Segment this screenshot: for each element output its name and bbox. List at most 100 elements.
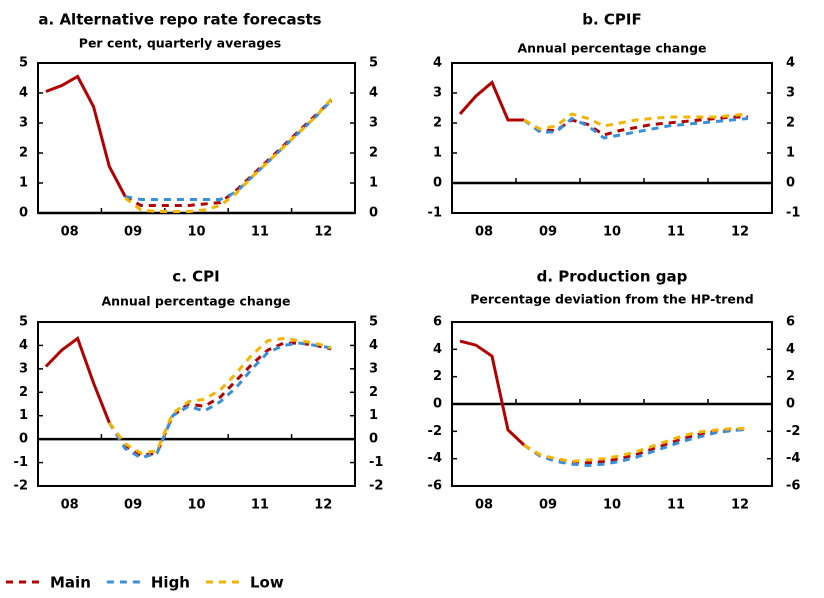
- y-tick-label: 2: [19, 385, 28, 400]
- series-line: [523, 116, 749, 140]
- y-tick-label: 6: [433, 315, 442, 330]
- y2-tick-label: 2: [369, 385, 378, 400]
- y2-tick-label: 2: [369, 146, 378, 161]
- series-line: [523, 427, 749, 468]
- y-tick-label: 3: [433, 86, 442, 101]
- y2-tick-label: 2: [786, 116, 795, 131]
- y2-tick-label: 3: [786, 86, 795, 101]
- x-tick-label: 09: [539, 498, 557, 513]
- x-tick-label: 09: [539, 225, 557, 240]
- x-tick-label: 09: [124, 225, 142, 240]
- y2-tick-label: 4: [369, 86, 378, 101]
- y-tick-label: -4: [428, 451, 442, 466]
- y-tick-label: 0: [19, 432, 28, 447]
- y-tick-label: 4: [433, 56, 442, 71]
- y-tick-label: 2: [433, 116, 442, 131]
- y2-tick-label: 0: [369, 432, 378, 447]
- y-tick-label: -2: [14, 479, 28, 494]
- y2-tick-label: 0: [786, 176, 795, 191]
- y-tick-label: 5: [19, 56, 28, 71]
- x-tick-label: 11: [251, 498, 269, 513]
- y-tick-label: 3: [19, 116, 28, 131]
- y2-tick-label: -4: [786, 451, 800, 466]
- y2-tick-label: 4: [786, 342, 795, 357]
- y-tick-label: 0: [433, 176, 442, 191]
- series-line: [108, 341, 332, 460]
- x-tick-label: 12: [731, 225, 749, 240]
- x-tick-label: 11: [667, 225, 685, 240]
- series-line: [458, 80, 524, 122]
- y2-tick-label: 0: [369, 206, 378, 221]
- series-line: [108, 336, 332, 455]
- y2-tick-label: 3: [369, 361, 378, 376]
- y-tick-label: 2: [19, 146, 28, 161]
- x-tick-label: 08: [475, 498, 493, 513]
- y2-tick-label: -2: [786, 424, 800, 439]
- plot-frame: [451, 62, 773, 214]
- y-tick-label: 0: [433, 397, 442, 412]
- chart-title: c. CPI: [172, 268, 219, 286]
- y-tick-label: -6: [428, 479, 442, 494]
- y2-tick-label: 3: [369, 116, 378, 131]
- y-tick-label: 5: [19, 315, 28, 330]
- x-tick-label: 12: [314, 498, 332, 513]
- chart-subtitle: Annual percentage change: [517, 41, 706, 56]
- y2-tick-label: 1: [369, 408, 378, 423]
- y2-tick-label: 0: [786, 397, 795, 412]
- y2-tick-label: -6: [786, 479, 800, 494]
- x-tick-label: 08: [61, 498, 79, 513]
- y2-tick-label: -1: [786, 206, 800, 221]
- chart-title: b. CPIF: [582, 11, 642, 29]
- x-tick-label: 10: [187, 498, 205, 513]
- y2-tick-label: 4: [369, 338, 378, 353]
- chart-subtitle: Annual percentage change: [101, 294, 290, 309]
- y-tick-label: 0: [19, 206, 28, 221]
- legend-label: Low: [250, 574, 284, 592]
- x-tick-label: 10: [187, 225, 205, 240]
- x-tick-label: 12: [731, 498, 749, 513]
- y2-tick-label: -2: [369, 479, 383, 494]
- legend-label: Main: [50, 574, 91, 592]
- series-line: [459, 339, 526, 447]
- series-line: [45, 74, 127, 198]
- y2-tick-label: 2: [786, 369, 795, 384]
- y2-tick-label: 4: [786, 56, 795, 71]
- y-tick-label: 4: [433, 342, 442, 357]
- series-line: [523, 427, 748, 463]
- y-tick-label: 4: [19, 86, 28, 101]
- y2-tick-label: 5: [369, 315, 378, 330]
- y-tick-label: 1: [19, 408, 28, 423]
- x-tick-label: 08: [61, 225, 79, 240]
- y2-tick-label: 1: [786, 146, 795, 161]
- x-tick-label: 08: [475, 225, 493, 240]
- y2-tick-label: 6: [786, 315, 795, 330]
- legend-label: High: [151, 574, 190, 592]
- y-tick-label: 1: [433, 146, 442, 161]
- y-tick-label: 3: [19, 361, 28, 376]
- y-tick-label: 2: [433, 369, 442, 384]
- plot-frame: [37, 321, 356, 487]
- chart-subtitle: Percentage deviation from the HP-trend: [470, 292, 754, 307]
- x-tick-label: 09: [124, 498, 142, 513]
- series-line: [44, 335, 111, 424]
- y-tick-label: 4: [19, 338, 28, 353]
- y-tick-label: -1: [428, 206, 442, 221]
- chart-subtitle: Per cent, quarterly averages: [79, 36, 281, 51]
- y-tick-label: -1: [14, 455, 28, 470]
- x-tick-label: 11: [251, 225, 269, 240]
- series-line: [124, 99, 333, 207]
- y2-tick-label: 1: [369, 176, 378, 191]
- y-tick-label: 1: [19, 176, 28, 191]
- chart-title: a. Alternative repo rate forecasts: [38, 11, 321, 29]
- plot-frame: [37, 62, 356, 214]
- series-line: [523, 112, 749, 131]
- x-tick-label: 10: [603, 225, 621, 240]
- series-line: [108, 341, 332, 458]
- y2-tick-label: -1: [369, 455, 383, 470]
- x-tick-label: 12: [314, 225, 332, 240]
- series-line: [124, 99, 333, 201]
- y-tick-label: -2: [428, 424, 442, 439]
- series-line: [124, 98, 333, 213]
- x-tick-label: 11: [667, 498, 685, 513]
